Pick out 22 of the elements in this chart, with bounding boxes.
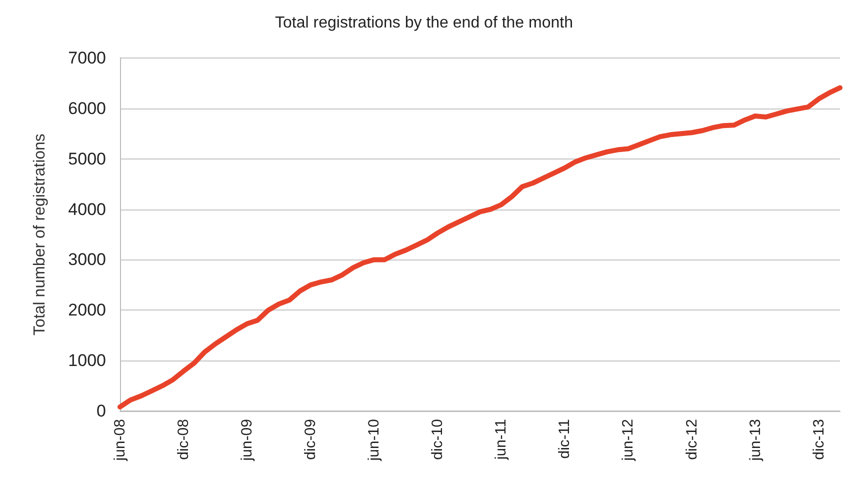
- x-tick-label: dic-13: [810, 419, 828, 460]
- chart-title: Total registrations by the end of the month: [275, 14, 573, 32]
- y-tick-label: 6000: [68, 98, 106, 118]
- y-tick-label: 3000: [68, 250, 106, 270]
- x-tick-label: jun-13: [746, 419, 764, 462]
- x-tick-label: dic-09: [302, 419, 320, 460]
- x-tick-label: dic-11: [556, 419, 574, 459]
- y-tick-label: 7000: [68, 48, 106, 68]
- x-tick-label: jun-11: [492, 419, 510, 461]
- y-axis-title: Total number of registrations: [32, 134, 48, 336]
- x-tick-label: dic-08: [175, 419, 192, 460]
- y-tick-label: 2000: [68, 300, 106, 320]
- x-tick-label: jun-08: [112, 419, 128, 462]
- y-tick-label: 1000: [68, 351, 106, 370]
- x-tick-label: jun-12: [620, 419, 637, 462]
- x-tick-label: jun-09: [238, 419, 256, 462]
- y-tick-label: 4000: [68, 200, 106, 219]
- y-tick-label: 5000: [68, 149, 106, 168]
- x-tick-label: dic-10: [429, 419, 446, 460]
- y-tick-label: 0: [96, 402, 106, 420]
- x-tick-label: jun-10: [366, 419, 383, 462]
- x-tick-label: dic-12: [683, 419, 700, 460]
